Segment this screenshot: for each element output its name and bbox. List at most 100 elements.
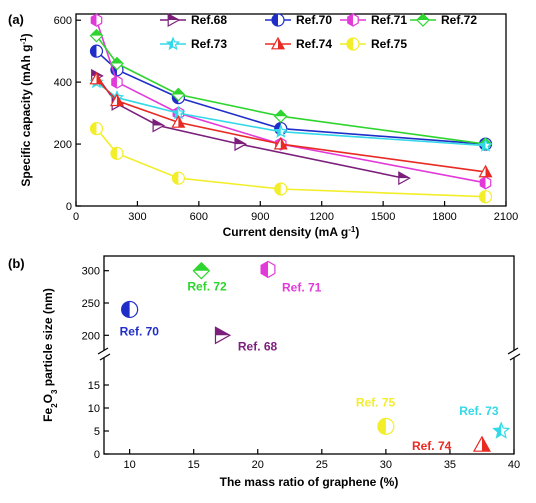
y-tick-label-b: 0 bbox=[94, 449, 100, 461]
data-point bbox=[377, 417, 395, 435]
data-point bbox=[192, 261, 211, 280]
data-point bbox=[260, 260, 276, 279]
legend-marker bbox=[271, 13, 285, 27]
y-tick-label-b: 5 bbox=[94, 426, 100, 438]
legend-item: Ref.71 bbox=[340, 13, 407, 27]
x-tick-label-b: 35 bbox=[444, 459, 456, 471]
x-tick-label-a: 1800 bbox=[432, 211, 456, 223]
series-Ref.75 bbox=[89, 121, 493, 204]
data-point bbox=[171, 87, 186, 102]
y-tick-label-b: 10 bbox=[88, 403, 100, 415]
data-point bbox=[121, 300, 139, 319]
point-label: Ref. 71 bbox=[282, 280, 322, 294]
data-point bbox=[89, 44, 104, 58]
y-tick-label-b: 15 bbox=[88, 380, 100, 392]
x-axis-label-a: Current density (mA g-1) bbox=[223, 225, 360, 240]
scatter-point-Ref.-70: Ref. 70 bbox=[120, 300, 160, 338]
data-point bbox=[478, 164, 493, 178]
x-tick-label-b: 40 bbox=[508, 459, 520, 471]
y-tick-label-b: 250 bbox=[82, 298, 100, 310]
data-point bbox=[273, 136, 288, 150]
axis-break-mark bbox=[509, 353, 521, 361]
data-point bbox=[110, 146, 124, 160]
data-point bbox=[398, 171, 411, 186]
axis-break-mark bbox=[99, 353, 111, 361]
x-tick-label-a: 600 bbox=[190, 211, 208, 223]
y-axis-label-a: Specific capacity (mAh g-1) bbox=[19, 33, 34, 186]
data-point bbox=[478, 138, 493, 152]
y-tick-label-a: 600 bbox=[54, 15, 72, 27]
legend-a: Ref.68 Ref.70 Ref.71 Ref.72 Ref.73 Ref.74 Ref.… bbox=[160, 12, 477, 51]
x-tick-label-a: 2100 bbox=[494, 211, 518, 223]
data-point bbox=[273, 124, 289, 138]
data-point bbox=[273, 109, 288, 124]
point-label: Ref. 70 bbox=[120, 324, 160, 338]
point-label: Ref. 74 bbox=[412, 439, 452, 453]
x-tick-label-a: 900 bbox=[251, 211, 269, 223]
data-point bbox=[274, 182, 288, 196]
scatter-point-Ref.-75: Ref. 75 bbox=[356, 395, 396, 435]
x-tick-label-a: 0 bbox=[73, 211, 79, 223]
data-point bbox=[171, 115, 186, 128]
legend-item: Ref.75 bbox=[340, 37, 407, 51]
data-point bbox=[478, 190, 493, 204]
panel-label-b: (b) bbox=[8, 256, 25, 271]
x-tick-label-b: 15 bbox=[188, 459, 200, 471]
point-label: Ref. 72 bbox=[187, 280, 227, 294]
legend-marker bbox=[416, 13, 430, 27]
x-tick-label-a: 300 bbox=[128, 211, 146, 223]
point-label: Ref. 73 bbox=[459, 404, 499, 418]
legend-label: Ref.74 bbox=[296, 37, 332, 51]
data-point bbox=[479, 176, 492, 190]
axis-break-mark bbox=[507, 347, 519, 355]
series-line bbox=[95, 128, 486, 198]
legend-label: Ref.68 bbox=[191, 13, 227, 27]
point-label: Ref. 68 bbox=[238, 339, 278, 353]
x-tick-label-b: 25 bbox=[316, 459, 328, 471]
data-point bbox=[214, 326, 232, 345]
scatter-point-Ref.-74: Ref. 74 bbox=[412, 435, 491, 453]
legend-marker bbox=[165, 36, 181, 51]
legend-label: Ref.71 bbox=[371, 13, 407, 27]
data-point bbox=[111, 75, 123, 89]
legend-label: Ref.75 bbox=[371, 37, 407, 51]
legend-marker bbox=[346, 37, 360, 51]
legend-marker bbox=[167, 12, 181, 28]
legend-item: Ref.70 bbox=[265, 13, 332, 27]
data-point bbox=[492, 421, 511, 439]
panel-a-chart: (a) 0 300 600 900 1200 1500 1800 2100 0 200 400 600 C… bbox=[8, 12, 518, 239]
data-point bbox=[89, 121, 104, 136]
legend-label: Ref.73 bbox=[191, 37, 227, 51]
legend-marker bbox=[270, 36, 286, 50]
data-point bbox=[110, 56, 124, 71]
series-Ref.70 bbox=[89, 44, 493, 151]
data-point bbox=[234, 137, 248, 152]
legend-marker bbox=[347, 13, 359, 27]
scatter-point-Ref.-72: Ref. 72 bbox=[187, 261, 227, 294]
legend-item: Ref.74 bbox=[265, 36, 332, 51]
scatter-point-Ref.-68: Ref. 68 bbox=[214, 326, 278, 353]
y-tick-label-b: 300 bbox=[82, 266, 100, 278]
legend-item: Ref.73 bbox=[160, 36, 227, 51]
legend-label: Ref.70 bbox=[296, 13, 332, 27]
x-tick-label-b: 30 bbox=[380, 459, 392, 471]
legend-item: Ref.72 bbox=[410, 13, 477, 27]
x-tick-label-a: 1500 bbox=[371, 211, 395, 223]
x-tick-label-a: 1200 bbox=[309, 211, 333, 223]
y-tick-label-a: 200 bbox=[54, 139, 72, 151]
y-tick-label-a: 400 bbox=[54, 77, 72, 89]
data-point bbox=[171, 171, 185, 185]
axis-break-gap bbox=[510, 350, 518, 358]
y-tick-label-a: 0 bbox=[66, 201, 72, 213]
panel-b-chart: (b) 10 15 20 25 30 35 40 200 250 300 0 5 10 15 The mass… bbox=[8, 255, 521, 489]
data-point bbox=[89, 71, 104, 85]
legend-label: Ref.72 bbox=[441, 13, 477, 27]
x-tick-label-b: 10 bbox=[124, 459, 136, 471]
y-tick-label-b: 200 bbox=[82, 330, 100, 342]
y-axis-label-b: Fe2O3 particle size (nm) bbox=[41, 288, 59, 422]
data-point bbox=[109, 93, 124, 107]
legend-item: Ref.68 bbox=[160, 12, 227, 28]
data-point bbox=[152, 118, 166, 133]
